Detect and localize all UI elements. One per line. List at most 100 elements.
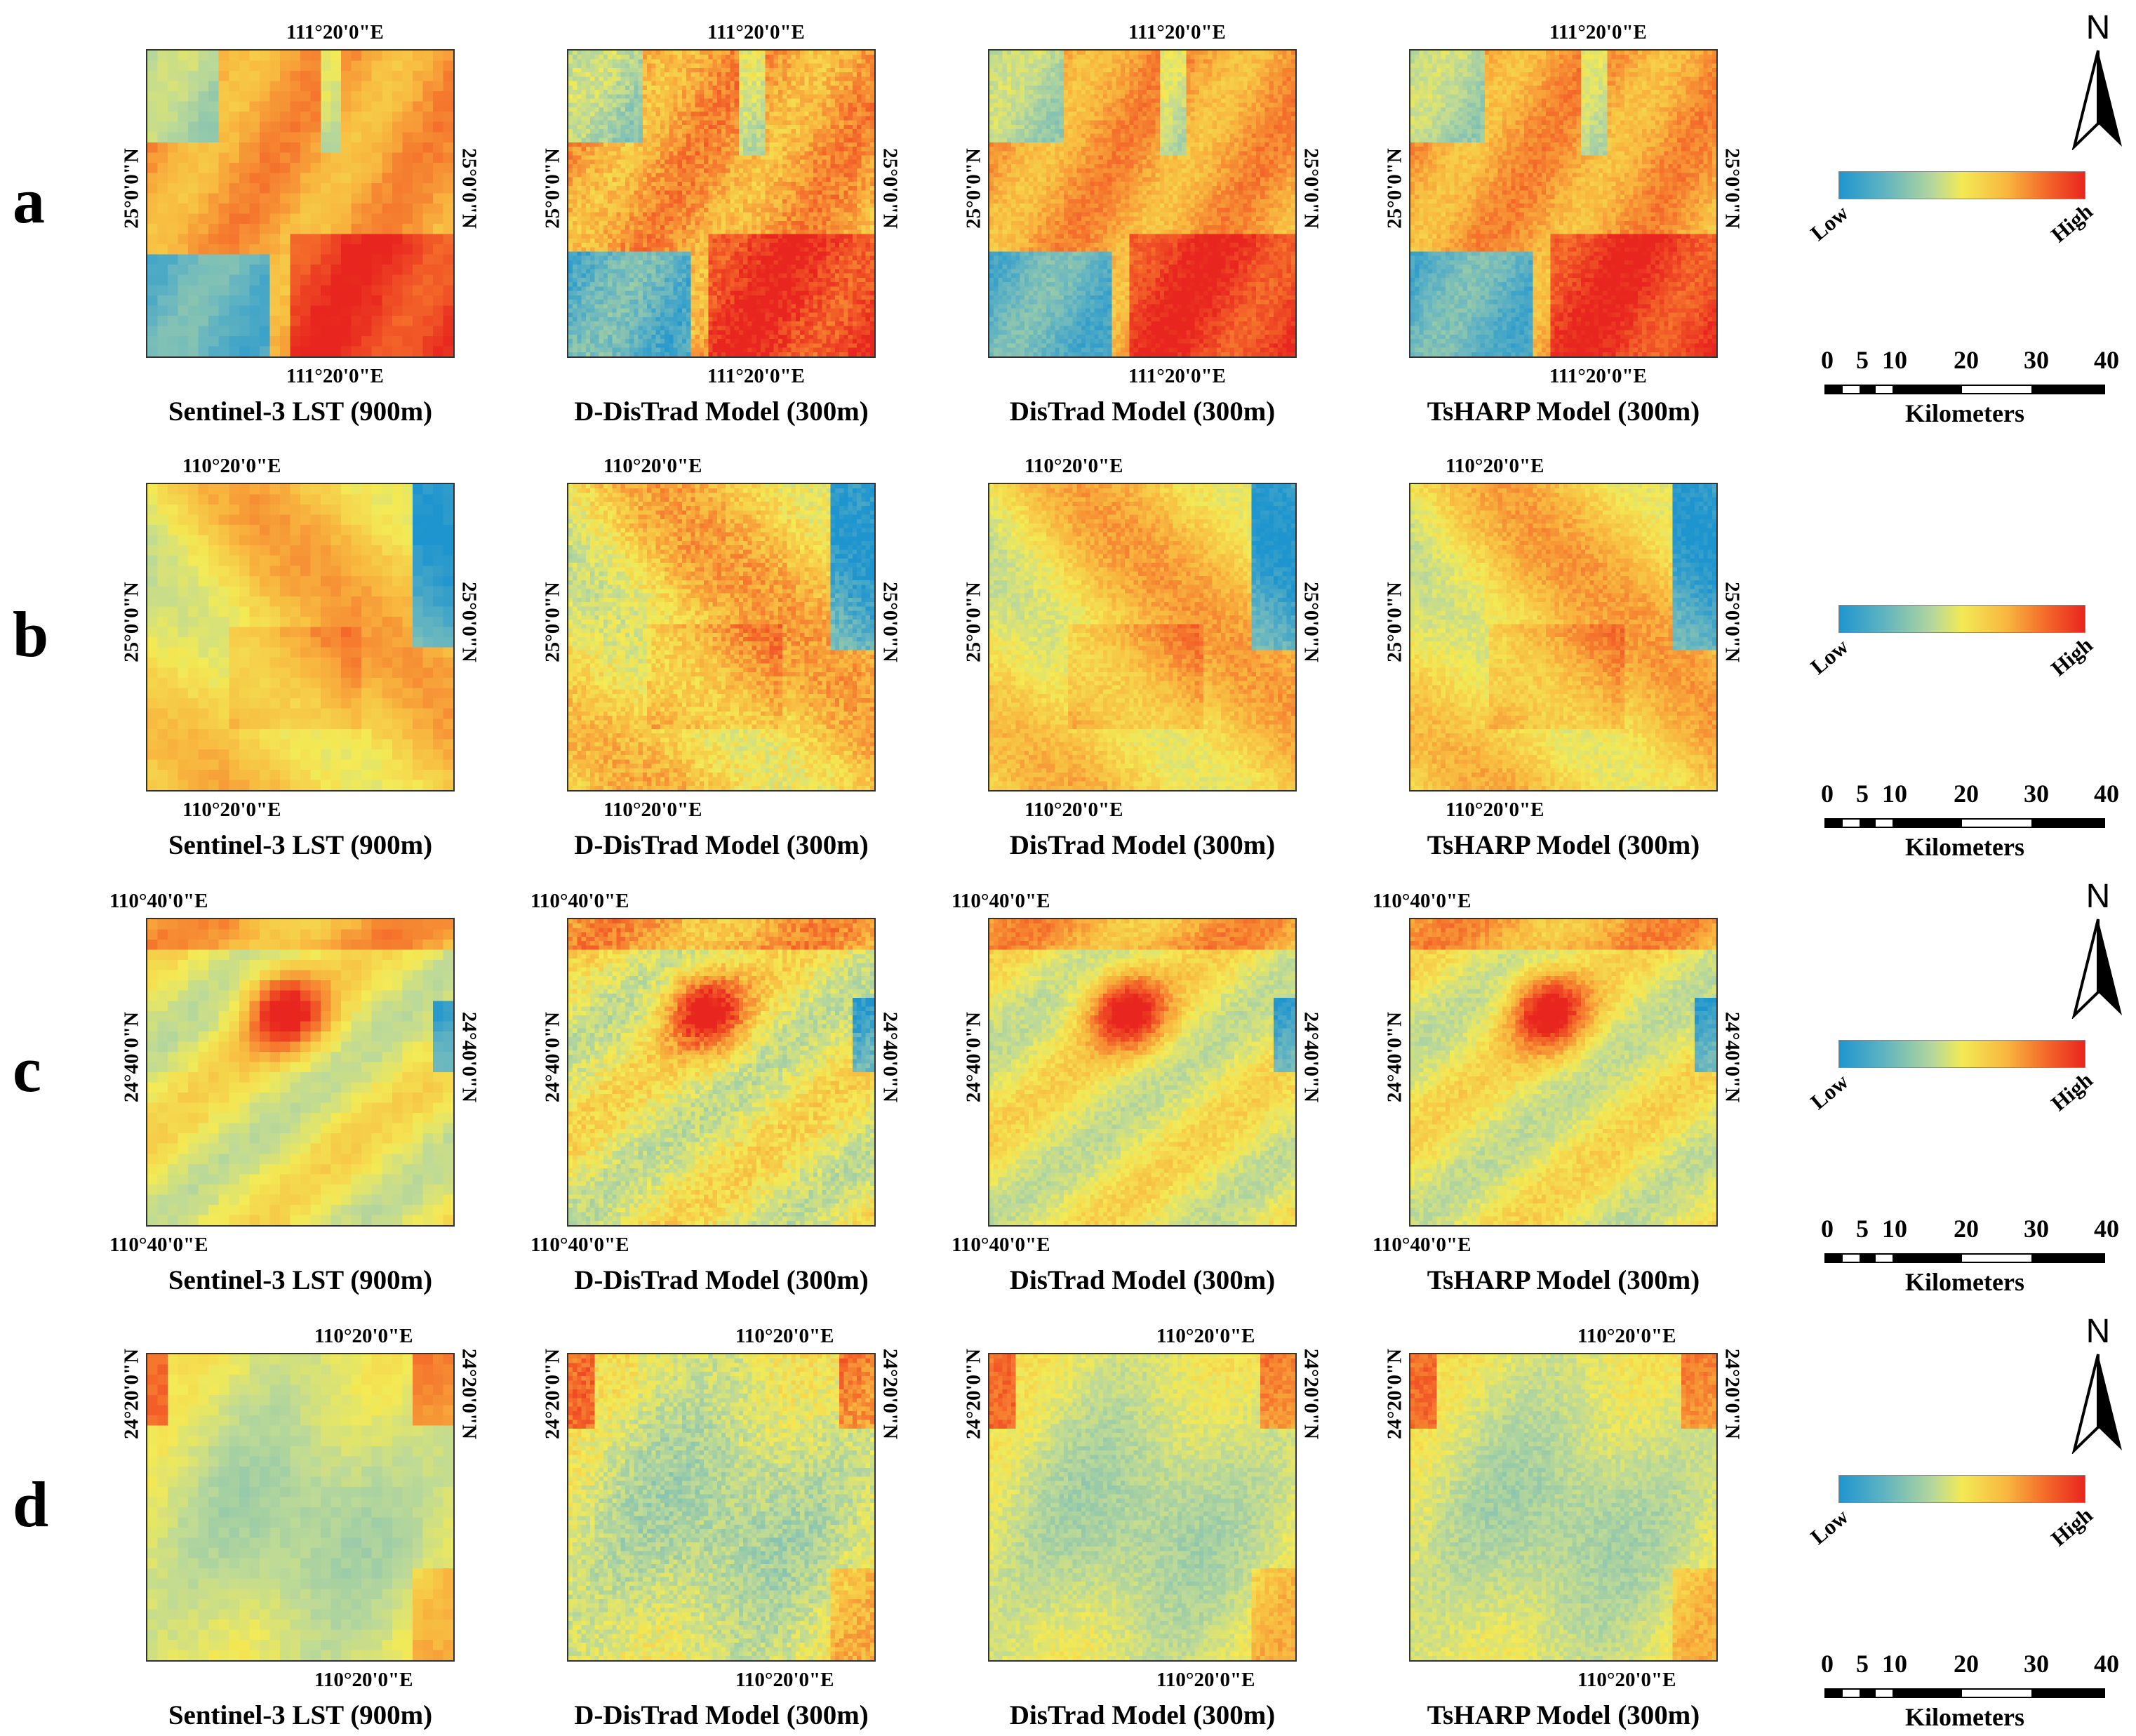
north-label: N xyxy=(2070,11,2126,45)
legend-high-label: High xyxy=(2046,199,2097,248)
scale-tick-label: 10 xyxy=(1882,779,1907,808)
scale-bar-segment xyxy=(1826,1255,1843,1262)
bottom-longitude-label: 110°20'0"E xyxy=(735,1669,834,1692)
left-latitude-label: 24°40'0"N xyxy=(542,973,565,1142)
bottom-longitude-label: 110°20'0"E xyxy=(314,1669,413,1692)
legend-low-label: Low xyxy=(1805,1069,1853,1114)
legend-high-label: High xyxy=(2046,632,2097,681)
scale-bar-segment xyxy=(1826,820,1843,827)
map-caption-d-distrad: D-DisTrad Model (300m) xyxy=(539,396,904,427)
right-latitude-label: 25°0'0"N xyxy=(879,105,902,273)
scale-bar xyxy=(1824,1253,2105,1263)
scale-bar-ticks: 0 5 10 20 30 40 xyxy=(1812,1649,2135,1677)
scale-bar-segment xyxy=(2031,1690,2104,1697)
scale-bar-segment xyxy=(1843,386,1860,393)
left-latitude-label: 24°40'0"N xyxy=(1384,973,1407,1142)
scale-tick-label: 20 xyxy=(1954,1649,1979,1678)
scale-bar-segment xyxy=(1893,1690,1962,1697)
scale-tick-label: 40 xyxy=(2094,1214,2119,1243)
map-caption-d-distrad: D-DisTrad Model (300m) xyxy=(539,829,904,861)
top-longitude-label: 110°20'0"E xyxy=(1446,455,1544,478)
scale-bar-segment xyxy=(1860,1690,1876,1697)
scale-bar-segment xyxy=(1962,1255,2031,1262)
bottom-longitude-label: 110°40'0"E xyxy=(952,1234,1050,1257)
scale-bar-segment xyxy=(1843,820,1860,827)
left-latitude-label: 24°40'0"N xyxy=(963,973,986,1142)
scale-bar-segment xyxy=(2031,1255,2104,1262)
bottom-longitude-label: 110°20'0"E xyxy=(1577,1669,1676,1692)
right-latitude-label: 24°40'0"N xyxy=(458,973,481,1142)
right-latitude-label: 25°0'0"N xyxy=(1721,105,1744,273)
bottom-longitude-label: 111°20'0"E xyxy=(1128,365,1226,388)
right-latitude-label: 24°40'0"N xyxy=(1721,973,1744,1142)
left-latitude-label: 24°20'0"N xyxy=(121,1310,144,1478)
lst-map-d-tsharp xyxy=(1409,1353,1718,1662)
lst-map-c-sentinel3 xyxy=(146,918,455,1227)
scale-tick-label: 40 xyxy=(2094,779,2119,808)
north-label: N xyxy=(2070,1315,2126,1349)
left-latitude-label: 24°20'0"N xyxy=(1384,1310,1407,1478)
scale-tick-label: 5 xyxy=(1856,779,1869,808)
legend-color-bar xyxy=(1838,171,2085,199)
north-arrow-icon: N xyxy=(2070,880,2126,1020)
right-latitude-label: 24°20'0"N xyxy=(879,1310,902,1478)
right-latitude-label: 25°0'0"N xyxy=(1300,538,1323,707)
north-label: N xyxy=(2070,880,2126,914)
scale-bar-ticks: 0 5 10 20 30 40 xyxy=(1812,779,2135,807)
lst-map-a-d-distrad xyxy=(567,49,876,358)
top-longitude-label: 111°20'0"E xyxy=(707,21,805,44)
north-arrow-icon: N xyxy=(2070,11,2126,152)
left-latitude-label: 24°20'0"N xyxy=(542,1310,565,1478)
left-latitude-label: 25°0'0"N xyxy=(542,538,565,707)
left-latitude-label: 24°20'0"N xyxy=(963,1310,986,1478)
legend-high-label: High xyxy=(2046,1067,2097,1116)
legend-high-label: High xyxy=(2046,1502,2097,1551)
row-label-a: a xyxy=(13,168,45,233)
left-latitude-label: 25°0'0"N xyxy=(542,105,565,273)
scale-bar-segment xyxy=(1962,820,2031,827)
scale-bar-segment xyxy=(2031,820,2104,827)
scale-bar-ticks: 0 5 10 20 30 40 xyxy=(1812,1214,2135,1242)
legend-color-bar xyxy=(1838,1040,2085,1068)
bottom-longitude-label: 110°20'0"E xyxy=(1446,799,1544,822)
bottom-longitude-label: 110°20'0"E xyxy=(1024,799,1123,822)
scale-bar-segment xyxy=(1876,386,1893,393)
lst-map-b-d-distrad xyxy=(567,483,876,792)
north-arrow-icon: N xyxy=(2070,1315,2126,1455)
lst-map-d-distrad xyxy=(988,1353,1297,1662)
lst-map-b-tsharp xyxy=(1409,483,1718,792)
scale-tick-label: 5 xyxy=(1856,345,1869,375)
map-caption-sentinel3: Sentinel-3 LST (900m) xyxy=(118,396,483,427)
left-latitude-label: 25°0'0"N xyxy=(963,105,986,273)
top-longitude-label: 110°40'0"E xyxy=(952,890,1050,913)
map-caption-tsharp: TsHARP Model (300m) xyxy=(1381,1264,1746,1296)
map-caption-tsharp: TsHARP Model (300m) xyxy=(1381,829,1746,861)
scale-bar-segment xyxy=(1893,386,1962,393)
lst-map-d-sentinel3 xyxy=(146,1353,455,1662)
scale-tick-label: 5 xyxy=(1856,1214,1869,1243)
legend-low-label: Low xyxy=(1805,1504,1853,1549)
top-longitude-label: 110°20'0"E xyxy=(603,455,702,478)
scale-tick-label: 10 xyxy=(1882,1649,1907,1678)
lst-map-a-distrad xyxy=(988,49,1297,358)
bottom-longitude-label: 110°40'0"E xyxy=(1373,1234,1471,1257)
bottom-longitude-label: 111°20'0"E xyxy=(286,365,384,388)
scale-tick-label: 30 xyxy=(2024,345,2049,375)
top-longitude-label: 110°20'0"E xyxy=(182,455,281,478)
scale-tick-label: 30 xyxy=(2024,1649,2049,1678)
map-caption-d-distrad: D-DisTrad Model (300m) xyxy=(539,1264,904,1296)
scale-bar-segment xyxy=(1876,1255,1893,1262)
left-latitude-label: 25°0'0"N xyxy=(1384,538,1407,707)
scale-unit-label: Kilometers xyxy=(1824,832,2105,862)
bottom-longitude-label: 110°20'0"E xyxy=(603,799,702,822)
legend-color-bar xyxy=(1838,605,2085,633)
scale-bar-segment xyxy=(1893,820,1962,827)
left-latitude-label: 24°40'0"N xyxy=(121,973,144,1142)
map-caption-distrad: DisTrad Model (300m) xyxy=(960,1700,1325,1731)
lst-map-b-sentinel3 xyxy=(146,483,455,792)
bottom-longitude-label: 111°20'0"E xyxy=(707,365,805,388)
scale-tick-label: 0 xyxy=(1821,779,1834,808)
top-longitude-label: 110°20'0"E xyxy=(1024,455,1123,478)
map-caption-tsharp: TsHARP Model (300m) xyxy=(1381,396,1746,427)
legend-low-label: Low xyxy=(1805,634,1853,679)
